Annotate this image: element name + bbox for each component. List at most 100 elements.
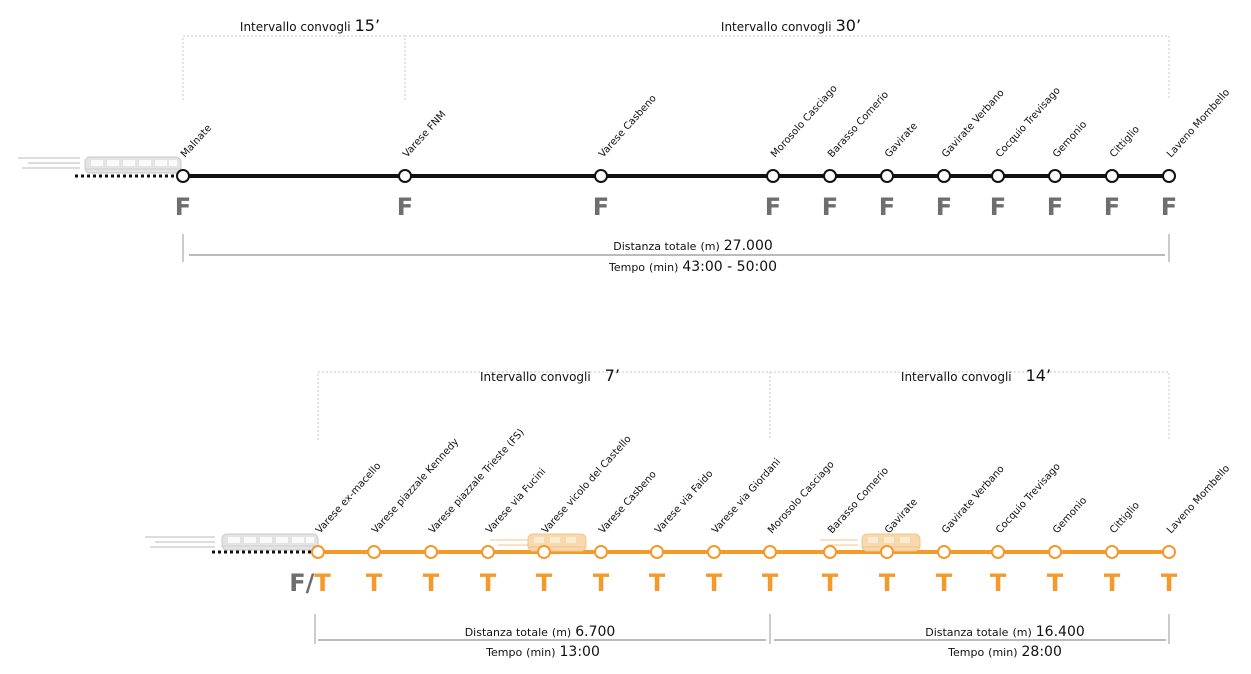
station-marker: [991, 169, 1005, 183]
station-type-badge: T: [990, 569, 1007, 597]
station-type-badge: F: [593, 193, 609, 221]
station-type-badge: T: [536, 569, 553, 597]
bottom-interval-frames: [317, 371, 1170, 440]
bottom-interval-2: Intervallo convogli 14’: [901, 366, 1051, 385]
station-type-badge: F: [822, 193, 838, 221]
station-marker: [823, 545, 837, 559]
bottom-time-1: Tempo (min) 13:00: [485, 644, 600, 660]
station: Cittiglio F: [1104, 124, 1142, 221]
station-type-badge: F: [879, 193, 895, 221]
station-name: Laveno Mombello: [1165, 87, 1232, 160]
station-marker: [311, 545, 325, 559]
station-marker: [367, 545, 381, 559]
station-name: Varese piazzale Trieste (FS): [427, 427, 527, 536]
station: Gemonio F: [1047, 119, 1090, 221]
station-type-badge: T: [1047, 569, 1064, 597]
station-type-badge: T: [706, 569, 723, 597]
top-distance: Distanza totale (m) 27.000: [613, 238, 773, 254]
bottom-distance-2: Distanza totale (m) 16.400: [925, 624, 1085, 640]
station-marker: [937, 169, 951, 183]
station-name: Gemonio: [1051, 119, 1089, 160]
station-type-badge: T: [1161, 569, 1178, 597]
station-type-badge: T: [1104, 569, 1121, 597]
top-interval-2: Intervallo convogli 30’: [721, 16, 861, 35]
station-name: Gavirate: [883, 121, 920, 160]
station-marker: [1105, 169, 1119, 183]
bottom-interval-1: Intervallo convogli 7’: [480, 366, 620, 385]
station-type-badge: T: [480, 569, 497, 597]
station-marker: [650, 545, 664, 559]
station-name: Cittiglio: [1108, 500, 1142, 536]
station-marker: [766, 169, 780, 183]
station-type-badge: F: [1047, 193, 1063, 221]
station-marker: [1162, 545, 1176, 559]
station: Cittiglio T: [1104, 500, 1142, 597]
tram-speed-lines: [490, 539, 858, 546]
station-type-badge: T: [822, 569, 839, 597]
station-name: Gemonio: [1051, 495, 1089, 536]
bottom-speed-lines: [145, 536, 215, 548]
station-marker: [707, 545, 721, 559]
top-speed-lines: [18, 157, 80, 169]
station-marker: [1162, 169, 1176, 183]
top-interval-1: Intervallo convogli 15’: [240, 16, 380, 35]
station: Gavirate F: [879, 121, 920, 221]
station-name: Barasso Comerio: [826, 466, 891, 536]
station-marker: [763, 545, 777, 559]
station-name: Varese via Faido: [653, 468, 715, 536]
station-marker: [880, 169, 894, 183]
station-marker: [937, 545, 951, 559]
station-name: Varese vicolo del Castello: [540, 434, 634, 536]
tram-icon: [527, 533, 587, 552]
station-type-badge: T: [423, 569, 440, 597]
station-marker: [991, 545, 1005, 559]
station-type-badge: T: [366, 569, 383, 597]
station-marker: [176, 169, 190, 183]
station: Laveno Mombello T: [1161, 463, 1232, 597]
station-marker: [1105, 545, 1119, 559]
station: Gemonio T: [1047, 495, 1090, 597]
station-name: Laveno Mombello: [1165, 463, 1232, 536]
station-name: Cittiglio: [1108, 124, 1142, 160]
station-marker: [398, 169, 412, 183]
bottom-line-panel: Intervallo convogli 7’ Intervallo convogl…: [145, 366, 1232, 660]
station-type-badge: F: [175, 193, 191, 221]
station-marker: [594, 545, 608, 559]
station-marker: [594, 169, 608, 183]
station-marker: [1048, 169, 1062, 183]
station-marker: [424, 545, 438, 559]
station-type-badge: T: [936, 569, 953, 597]
station-name: Malnate: [179, 123, 214, 160]
station-type-badge: T: [593, 569, 610, 597]
station: Laveno Mombello F: [1161, 87, 1232, 221]
station-marker: [537, 545, 551, 559]
station-marker: [823, 169, 837, 183]
station-type-badge: F: [1161, 193, 1177, 221]
station-type-badge: F: [397, 193, 413, 221]
bottom-time-2: Tempo (min) 28:00: [947, 644, 1062, 660]
station-name: Gavirate: [883, 497, 920, 536]
station-name: Barasso Comerio: [826, 90, 891, 160]
bottom-distance-1: Distanza totale (m) 6.700: [465, 624, 616, 640]
station-type-badge: F: [765, 193, 781, 221]
top-time: Tempo (min) 43:00 - 50:00: [608, 259, 777, 275]
train-icon: [221, 533, 319, 551]
station-type-badge: F: [1104, 193, 1120, 221]
train-icon: [84, 156, 182, 174]
station-marker: [1048, 545, 1062, 559]
station-marker: [481, 545, 495, 559]
station-type-badge: F/T: [289, 569, 331, 597]
station: Malnate F: [175, 123, 214, 221]
station-name: Varese Casbeno: [597, 469, 659, 536]
station-type-badge: T: [649, 569, 666, 597]
station: Varese FNM F: [397, 109, 449, 221]
station-type-badge: F: [936, 193, 952, 221]
station: Varese Casbeno F: [593, 93, 659, 221]
station-type-badge: T: [762, 569, 779, 597]
station-marker: [880, 545, 894, 559]
station-name: Varese Casbeno: [597, 93, 659, 160]
station-type-badge: F: [990, 193, 1006, 221]
